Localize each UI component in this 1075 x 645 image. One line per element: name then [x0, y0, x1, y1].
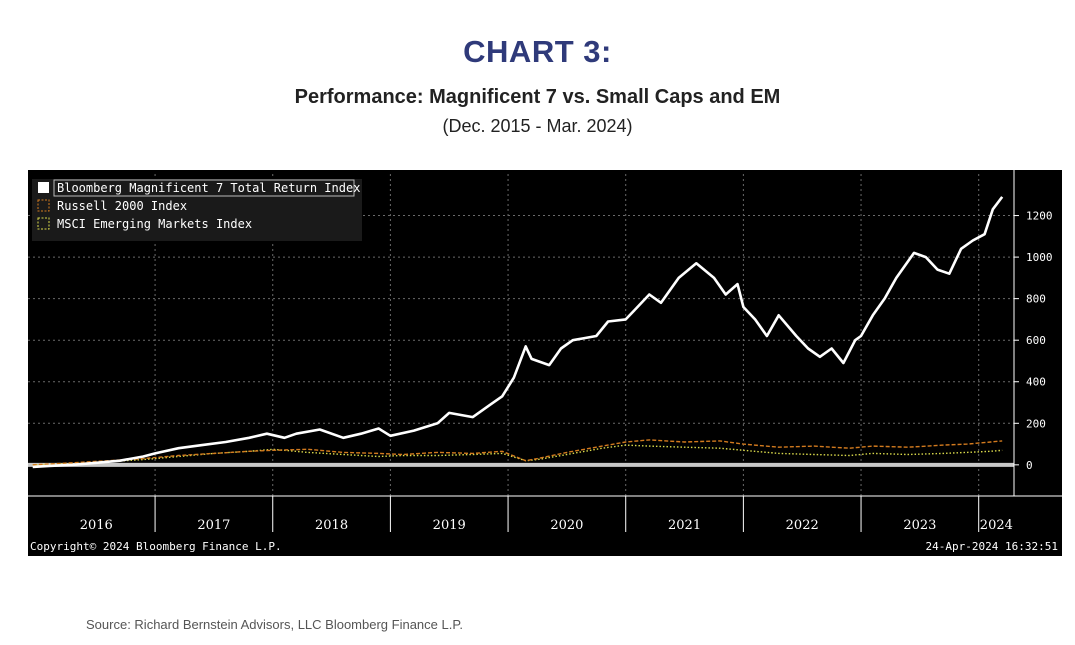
- series-line-0: [32, 196, 1004, 469]
- x-tick-label: 2019: [433, 518, 466, 533]
- x-tick-label: 2018: [315, 518, 348, 533]
- x-tick-label: 2023: [903, 518, 936, 533]
- x-tick-label: 2022: [786, 518, 819, 533]
- y-tick-label: 800: [1026, 293, 1046, 306]
- legend-box: [32, 179, 362, 241]
- chart-date-range: (Dec. 2015 - Mar. 2024): [442, 116, 633, 136]
- series-lines: [32, 196, 1004, 469]
- legend-swatch-1: [37, 199, 50, 212]
- y-tick-label: 1000: [1026, 251, 1053, 264]
- x-tick-label: 2021: [668, 518, 701, 533]
- y-tick-label: 600: [1026, 334, 1046, 347]
- legend-label-0: Bloomberg Magnificent 7 Total Return Ind…: [57, 181, 360, 195]
- series-line-1: [32, 439, 1003, 466]
- x-tick-label: 2016: [80, 518, 113, 533]
- axes: 0 200 400 600 800 1000 1200 2016 2017 2018 2019 202…: [28, 170, 1062, 533]
- y-tick-label: 200: [1026, 417, 1046, 430]
- y-tick-label: 0: [1026, 459, 1033, 472]
- y-tick-label: 400: [1026, 376, 1046, 389]
- legend-swatch-0: [38, 182, 49, 193]
- y-tick-label: 1200: [1026, 210, 1053, 223]
- legend-label-1: Russell 2000 Index: [57, 199, 187, 213]
- copyright-label: Copyright© 2024 Bloomberg Finance L.P.: [30, 540, 282, 553]
- legend-label-2: MSCI Emerging Markets Index: [57, 217, 252, 231]
- chart-subtitle: Performance: Magnificent 7 vs. Small Cap…: [294, 86, 781, 108]
- grid-lines: [28, 174, 1014, 496]
- legend-highlight: [53, 179, 355, 197]
- chart-panel: 0 200 400 600 800 1000 1200 2016 2017 2018 2019 202…: [28, 170, 1062, 556]
- legend-swatch-2: [37, 217, 50, 230]
- chart-title: CHART 3:: [463, 34, 612, 69]
- x-tick-label: 2024: [980, 518, 1013, 533]
- timestamp-label: 24-Apr-2024 16:32:51: [926, 540, 1058, 553]
- source-note: Source: Richard Bernstein Advisors, LLC …: [86, 617, 463, 632]
- x-tick-label: 2017: [197, 518, 230, 533]
- legend: Bloomberg Magnificent 7 Total Return Ind…: [32, 179, 362, 241]
- x-tick-label: 2020: [550, 518, 583, 533]
